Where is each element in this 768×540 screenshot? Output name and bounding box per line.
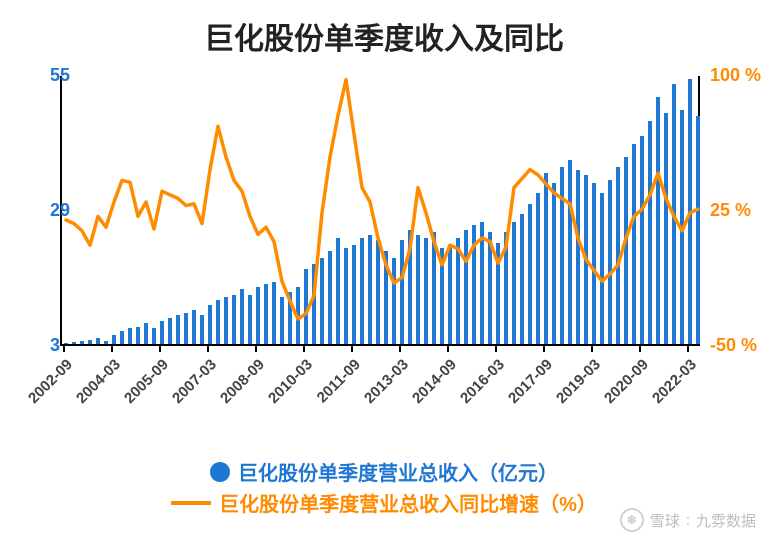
x-tick: 2022-03 [649, 356, 700, 407]
y-right-tick: 100 % [710, 65, 761, 86]
y-right-tick: 25 % [710, 200, 751, 221]
x-tick: 2002-09 [25, 356, 76, 407]
chart-title: 巨化股份单季度收入及同比 [0, 14, 768, 58]
y-right-tick: -50 % [710, 335, 757, 356]
x-tick: 2010-03 [265, 356, 316, 407]
x-tick: 2017-09 [505, 356, 556, 407]
x-tick: 2013-03 [361, 356, 412, 407]
legend-item: 巨化股份单季度营业总收入（亿元） [0, 457, 768, 486]
x-tick: 2008-09 [217, 356, 268, 407]
x-tick: 2005-09 [121, 356, 172, 407]
x-tick: 2020-09 [601, 356, 652, 407]
x-tick: 2007-03 [169, 356, 220, 407]
snowball-icon: ❄ [620, 508, 644, 532]
watermark-site: 雪球 [650, 510, 680, 531]
x-tick: 2004-03 [73, 356, 124, 407]
circle-icon [210, 462, 230, 482]
legend-label: 巨化股份单季度营业总收入同比增速（%） [219, 488, 597, 517]
x-tick: 2016-03 [457, 356, 508, 407]
plot-area [60, 76, 700, 346]
growth-line [62, 76, 702, 346]
x-tick: 2011-09 [314, 356, 364, 406]
x-tick: 2019-03 [553, 356, 604, 407]
watermark: ❄ 雪球 : 九雰数据 [620, 508, 756, 532]
line-icon [171, 501, 211, 505]
x-tick: 2014-09 [409, 356, 460, 407]
watermark-author: 九雰数据 [696, 510, 756, 531]
legend-label: 巨化股份单季度营业总收入（亿元） [238, 457, 558, 486]
